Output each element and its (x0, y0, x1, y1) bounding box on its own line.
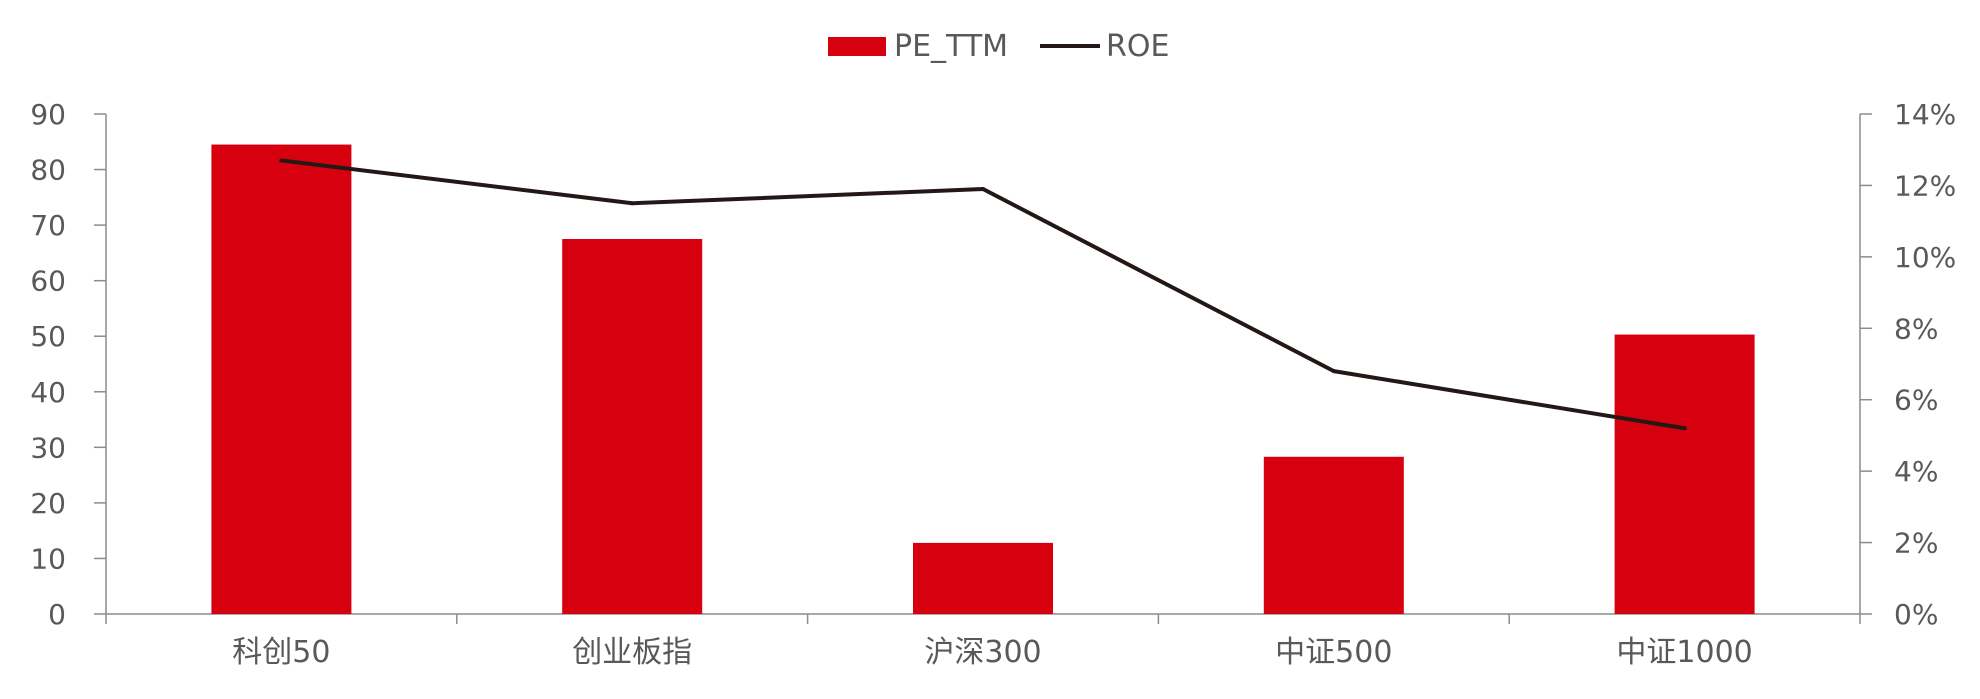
x-tick-label: 中证1000 (1616, 635, 1752, 670)
roe-point (1682, 426, 1687, 431)
x-tick-label: 科创50 (232, 635, 330, 670)
y-left-tick-label: 30 (30, 431, 66, 464)
x-tick-label: 沪深300 (924, 635, 1041, 670)
legend: PE_TTM ROE (828, 29, 1169, 64)
bar (211, 144, 352, 615)
bar (1614, 334, 1755, 614)
y-left-tick-label: 0 (48, 598, 66, 631)
roe-point (981, 187, 985, 191)
y-left-tick-label: 90 (30, 98, 66, 131)
y-right-tick-label: 12% (1894, 169, 1956, 202)
y-left-tick-label: 70 (30, 209, 66, 242)
bar-series (211, 144, 1755, 615)
y-right-tick-label: 4% (1894, 455, 1938, 488)
x-tick-label: 创业板指 (572, 635, 692, 670)
roe-point (279, 158, 284, 163)
y-left-tick-label: 50 (30, 320, 66, 353)
y-right-tick-label: 0% (1894, 598, 1938, 631)
roe-line (279, 158, 1687, 431)
y-left-tick-label: 80 (30, 154, 66, 187)
legend-label-roe: ROE (1106, 29, 1169, 64)
bar (1263, 456, 1404, 614)
y-right-tick-label: 8% (1894, 312, 1938, 345)
axis-labels: 0 10 20 30 40 50 60 70 80 90 0% 2% 4% 6% 8% 10% 12% 14% 科创… (30, 98, 1956, 670)
y-left-tick-label: 40 (30, 376, 66, 409)
y-right-tick-label: 6% (1894, 384, 1938, 417)
y-left-tick-label: 60 (30, 265, 66, 298)
line-series (279, 158, 1687, 431)
y-right-tick-label: 14% (1894, 98, 1956, 131)
x-tick-label: 中证500 (1275, 635, 1392, 670)
legend-label-pe-ttm: PE_TTM (894, 29, 1008, 64)
y-right-tick-label: 10% (1894, 241, 1956, 274)
legend-swatch-pe-ttm (828, 37, 886, 56)
roe-point (1331, 369, 1336, 374)
y-right-tick-label: 2% (1894, 527, 1938, 560)
bar (562, 239, 703, 614)
roe-point (630, 201, 635, 206)
y-left-tick-label: 20 (30, 487, 66, 520)
y-left-tick-label: 10 (30, 542, 66, 575)
bar (913, 542, 1053, 614)
